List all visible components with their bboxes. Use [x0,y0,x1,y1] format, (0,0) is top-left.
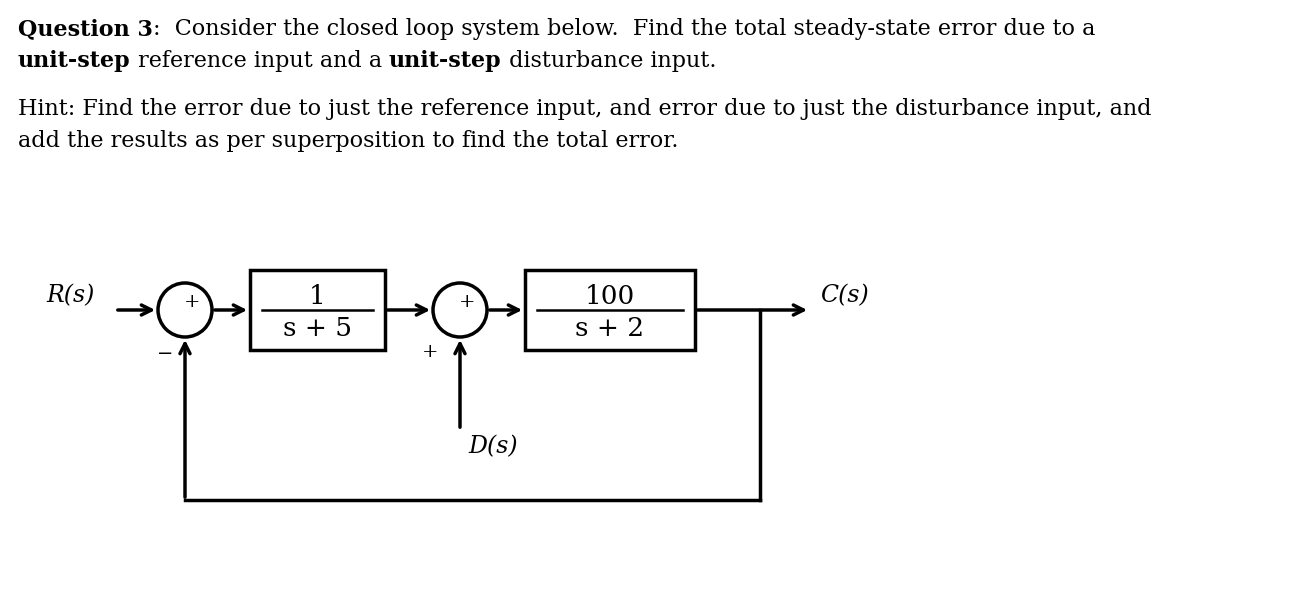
Text: reference input and a: reference input and a [131,50,389,72]
Text: add the results as per superposition to find the total error.: add the results as per superposition to … [18,130,679,152]
Text: 100: 100 [584,284,635,309]
Text: −: − [157,345,174,363]
Text: s + 5: s + 5 [283,315,353,340]
Text: D(s): D(s) [468,435,517,458]
Text: :  Consider the closed loop system below.  Find the total steady-state error due: : Consider the closed loop system below.… [153,18,1095,40]
Text: +: + [184,293,201,311]
Text: C(s): C(s) [820,284,868,307]
Bar [250,270,385,350]
Text: +: + [421,343,438,361]
Text: Question 3: Question 3 [18,18,153,40]
Text: unit-step: unit-step [18,50,131,72]
Text: s + 2: s + 2 [575,315,644,340]
Text: Hint: Find the error due to just the reference input, and error due to just the : Hint: Find the error due to just the ref… [18,98,1152,120]
Text: unit-step: unit-step [389,50,502,72]
Text: disturbance input.: disturbance input. [502,50,715,72]
Text: 1: 1 [310,284,325,309]
Bar [525,270,695,350]
Text: R(s): R(s) [47,284,95,307]
Text: +: + [459,293,476,311]
